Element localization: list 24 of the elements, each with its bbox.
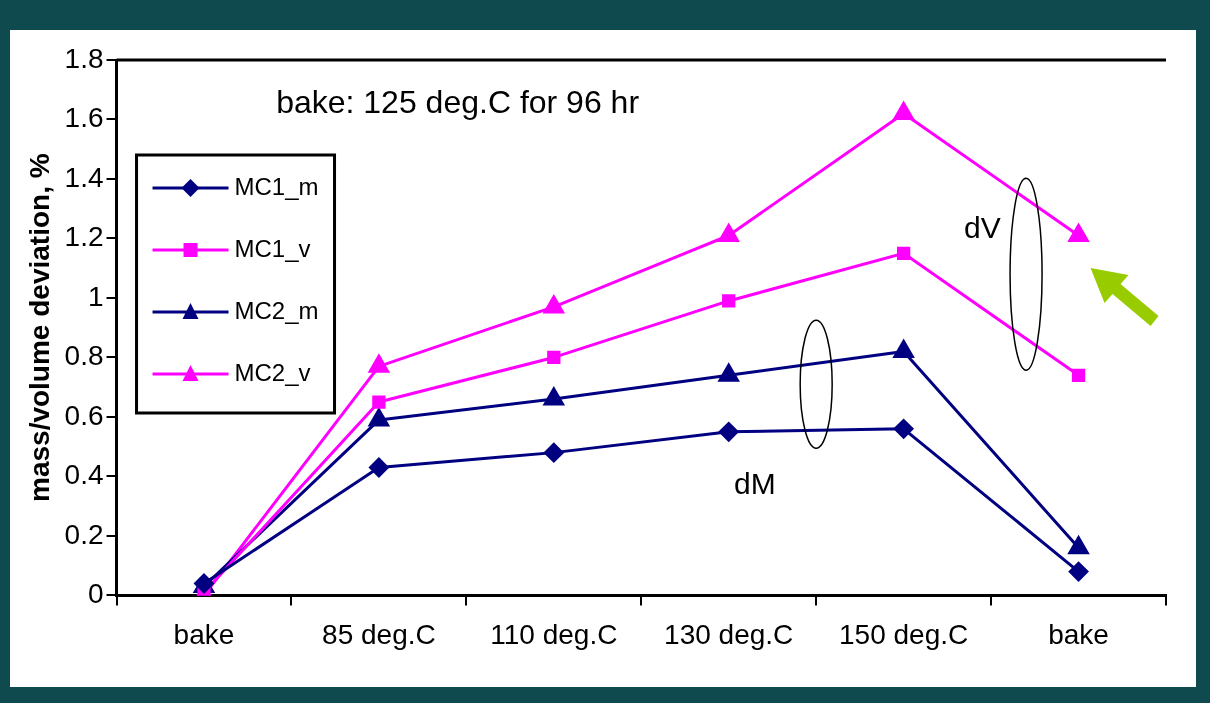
legend-label: MC1_m xyxy=(234,172,319,200)
y-tick-label: 0 xyxy=(87,578,104,610)
legend-label: MC1_v xyxy=(234,234,311,262)
x-tick-label: bake xyxy=(173,618,235,650)
annotation: bake: 125 deg.C for 96 hr xyxy=(276,84,640,121)
y-tick-label: 0.4 xyxy=(64,459,104,491)
y-axis-title: mass/volume deviation, % xyxy=(23,153,55,502)
y-tick-label: 1.2 xyxy=(64,221,104,253)
legend-label: MC2_m xyxy=(234,296,319,324)
y-tick-label: 1.6 xyxy=(64,102,104,134)
y-tick-label: 0.2 xyxy=(64,518,104,550)
annotation: dV xyxy=(963,210,1001,244)
x-tick-label: 150 deg.C xyxy=(839,618,969,650)
annotation: dM xyxy=(734,466,776,500)
y-tick-label: 0.6 xyxy=(64,399,104,431)
x-tick-label: bake xyxy=(1048,618,1109,650)
x-tick-label: 130 deg.C xyxy=(664,618,794,650)
y-tick-label: 1 xyxy=(87,280,104,312)
y-tick-label: 1.8 xyxy=(64,42,104,74)
legend-label: MC2_v xyxy=(234,358,311,386)
y-tick-label: 1.4 xyxy=(64,161,104,193)
x-tick-label: 110 deg.C xyxy=(490,618,618,650)
x-tick-label: 85 deg.C xyxy=(322,618,436,650)
y-tick-label: 0.8 xyxy=(64,340,104,372)
